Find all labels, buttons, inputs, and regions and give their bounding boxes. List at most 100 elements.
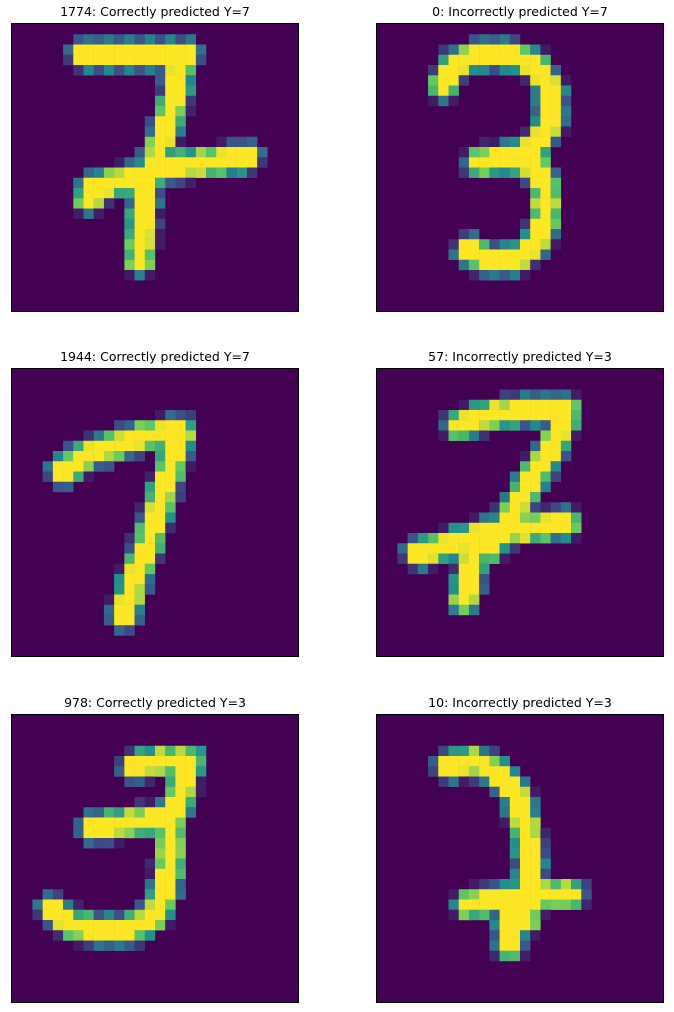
pixel-cell bbox=[550, 410, 562, 421]
pixel-cell bbox=[479, 34, 490, 45]
pixel-cell bbox=[93, 430, 105, 441]
pixel-cell bbox=[530, 147, 541, 158]
pixel-cell bbox=[499, 399, 510, 411]
pixel-cell bbox=[520, 950, 531, 962]
pixel-cell bbox=[175, 451, 186, 462]
pixel-cell bbox=[468, 65, 480, 76]
pixel-cell bbox=[83, 930, 94, 941]
pixel-cell bbox=[499, 766, 510, 777]
pixel-cell bbox=[185, 776, 197, 787]
pixel-cell bbox=[530, 533, 541, 544]
pixel-cell bbox=[144, 54, 156, 66]
pixel-cell bbox=[63, 899, 74, 910]
pixel-cell bbox=[530, 899, 541, 910]
pixel-cell bbox=[448, 766, 459, 777]
pixel-cell bbox=[134, 430, 145, 441]
pixel-cell bbox=[417, 553, 429, 564]
pixel-cell bbox=[428, 75, 439, 86]
pixel-cell bbox=[103, 65, 115, 76]
pixel-cell bbox=[134, 563, 145, 575]
pixel-cell bbox=[448, 756, 459, 767]
pixel-cell bbox=[509, 65, 521, 76]
pixel-cell bbox=[530, 85, 541, 96]
pixel-cell bbox=[103, 604, 115, 616]
pixel-cell bbox=[448, 522, 459, 534]
pixel-cell bbox=[195, 776, 207, 787]
pixel-cell bbox=[185, 167, 197, 178]
pixel-cell bbox=[550, 399, 562, 411]
pixel-cell bbox=[468, 879, 480, 890]
pixel-cell bbox=[144, 920, 156, 931]
pixel-cell bbox=[124, 188, 135, 199]
pixel-cell bbox=[155, 522, 166, 534]
pixel-cell bbox=[520, 239, 531, 250]
pixel-cell bbox=[165, 817, 176, 828]
pixel-cell bbox=[520, 786, 531, 798]
pixel-cell bbox=[560, 420, 572, 431]
pixel-cell bbox=[479, 136, 490, 148]
pixel-cell bbox=[489, 909, 500, 921]
pixel-cell bbox=[134, 512, 145, 523]
pixel-cell bbox=[114, 430, 125, 441]
pixel-cell bbox=[175, 167, 186, 178]
pixel-cell bbox=[530, 249, 541, 260]
pixel-cell bbox=[540, 167, 551, 178]
pixel-cell bbox=[93, 807, 105, 818]
pixel-cell bbox=[124, 584, 135, 595]
pixel-cell bbox=[520, 807, 531, 818]
pixel-cell bbox=[571, 502, 582, 513]
pixel-cell bbox=[479, 543, 490, 554]
pixel-cell bbox=[540, 147, 551, 158]
pixel-cell bbox=[479, 909, 490, 921]
pixel-cell bbox=[448, 909, 459, 921]
pixel-cell bbox=[540, 218, 551, 230]
pixel-cell bbox=[550, 229, 562, 240]
pixel-cell bbox=[530, 786, 541, 798]
pixel-cell bbox=[93, 838, 105, 849]
pixel-cell bbox=[63, 54, 74, 66]
pixel-cell bbox=[499, 940, 510, 951]
pixel-cell bbox=[165, 420, 176, 431]
pixel-cell bbox=[185, 54, 197, 66]
pixel-cell bbox=[520, 399, 531, 411]
pixel-cell bbox=[73, 34, 84, 45]
pixel-cell bbox=[83, 451, 94, 462]
pixel-cell bbox=[458, 899, 470, 910]
pixel-cell bbox=[103, 177, 115, 189]
pixel-cell bbox=[93, 920, 105, 931]
pixel-cell bbox=[438, 553, 449, 564]
pixel-cell bbox=[499, 44, 510, 55]
pixel-cell bbox=[175, 848, 186, 859]
pixel-cell bbox=[195, 167, 207, 178]
pixel-cell bbox=[520, 879, 531, 890]
pixel-cell bbox=[185, 786, 197, 798]
pixel-cell bbox=[165, 116, 176, 127]
pixel-cell bbox=[124, 920, 135, 931]
pixel-cell bbox=[226, 147, 237, 158]
pixel-cell bbox=[428, 553, 439, 564]
pixel-cell bbox=[458, 776, 470, 787]
pixel-cell bbox=[560, 879, 572, 890]
pixel-cell bbox=[155, 440, 166, 452]
pixel-cell bbox=[134, 54, 145, 66]
pixel-cell bbox=[103, 615, 115, 626]
pixel-cell bbox=[124, 563, 135, 575]
pixel-cell bbox=[52, 471, 64, 482]
pixel-cell bbox=[144, 817, 156, 828]
pixel-cell bbox=[489, 899, 500, 910]
pixel-cell bbox=[165, 522, 176, 534]
pixel-cell bbox=[195, 745, 207, 757]
pixel-cell bbox=[114, 420, 125, 431]
pixel-cell bbox=[458, 756, 470, 767]
pixel-cell bbox=[509, 522, 521, 534]
pixel-cell bbox=[175, 34, 186, 45]
pixel-cell bbox=[144, 116, 156, 127]
pixel-cell bbox=[175, 776, 186, 787]
pixel-cell bbox=[560, 512, 572, 523]
pixel-cell bbox=[540, 157, 551, 168]
pixel-cell bbox=[530, 188, 541, 199]
pixel-cell bbox=[93, 208, 105, 219]
pixel-cell bbox=[479, 157, 490, 168]
pixel-cell bbox=[438, 533, 449, 544]
pixel-cell bbox=[509, 786, 521, 798]
